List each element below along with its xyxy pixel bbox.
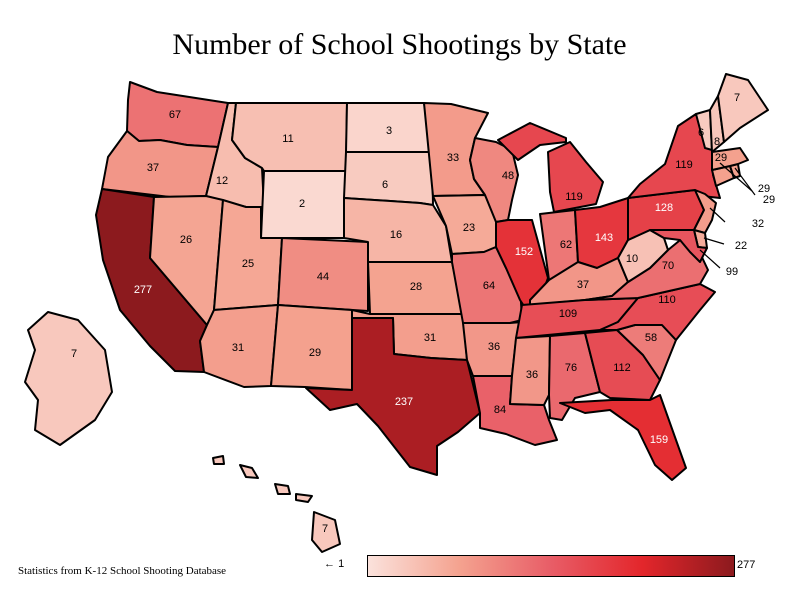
state-value-tn: 109 <box>559 308 577 320</box>
state-value-ak: 7 <box>71 348 77 360</box>
state-value-nm: 29 <box>309 347 321 359</box>
state-value-ok: 31 <box>424 332 436 344</box>
state-ak <box>24 311 113 446</box>
state-value-ca: 277 <box>134 284 152 296</box>
state-value-az: 31 <box>232 342 244 354</box>
state-value-ky: 37 <box>577 279 589 291</box>
state-value-sd: 6 <box>382 179 388 191</box>
state-value-labels: 6737277122611225314429361628312373323643… <box>71 92 775 535</box>
legend-min-label: ← 1 <box>324 558 345 570</box>
state-value-ks: 28 <box>410 281 422 293</box>
state-value-fl: 159 <box>650 434 668 446</box>
color-scale-bar <box>367 555 735 577</box>
state-value-ny: 119 <box>675 159 693 171</box>
state-value-wv: 10 <box>626 253 638 265</box>
state-md <box>649 229 708 263</box>
state-value-pa: 128 <box>655 202 673 214</box>
state-fl <box>559 394 687 481</box>
state-value-ms: 36 <box>526 369 538 381</box>
state-value-ga: 112 <box>613 362 631 374</box>
state-value-ia: 23 <box>463 222 475 234</box>
state-value-me: 7 <box>734 92 740 104</box>
source-note: Statistics from K-12 School Shooting Dat… <box>18 565 227 577</box>
state-value-nj: 32 <box>752 218 764 230</box>
state-value-ri: 29 <box>758 183 770 195</box>
legend-min-value: 1 <box>338 558 345 570</box>
state-value-ma: 29 <box>715 152 727 164</box>
state-value-or: 37 <box>147 162 159 174</box>
state-nc <box>599 283 716 341</box>
state-value-ct: 29 <box>763 194 775 206</box>
state-value-co: 44 <box>317 271 329 283</box>
state-sd <box>343 151 434 206</box>
map-title: Number of School Shootings by State <box>172 28 627 61</box>
state-value-oh: 143 <box>595 232 613 244</box>
state-value-al: 76 <box>565 362 577 374</box>
state-value-nh: 8 <box>714 136 720 148</box>
state-value-mt: 11 <box>282 133 293 145</box>
state-value-tx: 237 <box>395 396 413 408</box>
state-value-mi: 119 <box>565 191 583 203</box>
state-value-la: 84 <box>494 404 506 416</box>
state-co <box>277 237 369 312</box>
state-value-id: 12 <box>216 175 228 187</box>
state-value-nc: 110 <box>658 294 676 306</box>
state-value-va: 70 <box>662 260 674 272</box>
label-leaders <box>699 162 756 269</box>
state-hi <box>212 455 341 553</box>
state-value-il: 152 <box>515 246 533 258</box>
state-nj <box>693 189 717 234</box>
state-value-mn: 33 <box>447 152 459 164</box>
state-mi <box>497 122 604 213</box>
state-value-ar: 36 <box>488 341 500 353</box>
state-value-in: 62 <box>560 239 572 251</box>
state-value-vt: 6 <box>698 127 704 139</box>
legend-max-label: 277 <box>737 559 756 571</box>
state-tx <box>305 317 481 476</box>
state-value-nd: 3 <box>386 125 392 137</box>
state-value-wi: 48 <box>502 170 514 182</box>
state-value-mo: 64 <box>483 280 495 292</box>
state-value-md: 99 <box>726 266 738 278</box>
state-value-wy: 2 <box>299 198 305 210</box>
state-value-sc: 58 <box>645 332 657 344</box>
state-value-de: 22 <box>735 240 747 252</box>
state-value-hi: 7 <box>322 523 328 535</box>
state-value-nv: 26 <box>180 234 192 246</box>
state-value-wa: 67 <box>169 109 181 121</box>
state-value-ut: 25 <box>242 258 254 270</box>
state-value-ne: 16 <box>390 229 402 241</box>
state-me <box>717 73 769 143</box>
